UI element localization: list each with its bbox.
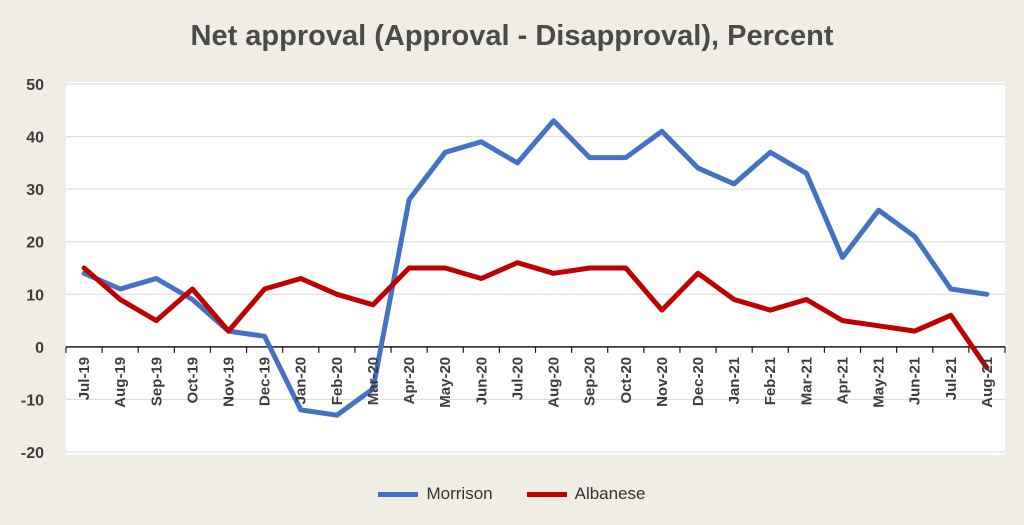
x-tick-label: Jun-20 <box>473 357 490 405</box>
legend-item-albanese: Albanese <box>526 484 646 504</box>
x-tick-label: Mar-20 <box>365 357 382 405</box>
legend-label-morrison: Morrison <box>426 484 493 503</box>
x-tick-label: Dec-20 <box>690 357 707 406</box>
gridlines <box>66 83 1005 453</box>
x-tick-label: Sep-19 <box>148 357 165 406</box>
x-tick-label: Nov-19 <box>221 357 238 407</box>
x-tick-labels: Jul-19 Aug-19 Sep-19 Oct-19 Nov-19 Dec-19 Jan-… <box>76 357 996 408</box>
x-tick-label: Apr-20 <box>401 357 418 405</box>
legend-swatch-albanese <box>526 491 567 497</box>
legend: Morrison Albanese <box>0 484 1024 504</box>
x-tick-label: Dec-19 <box>257 357 274 406</box>
y-tick-label: 10 <box>26 287 44 304</box>
legend-swatch-morrison <box>378 491 419 497</box>
y-tick-label: 20 <box>26 235 44 252</box>
x-tick-label: Jul-19 <box>76 357 93 400</box>
x-tick-label: Mar-21 <box>798 357 815 405</box>
legend-item-morrison: Morrison <box>378 484 493 504</box>
y-tick-labels: 50 40 30 20 10 0 -10 -20 <box>21 77 44 462</box>
x-tick-label: Jun-21 <box>907 357 924 405</box>
x-tick-label: Aug-20 <box>546 357 563 408</box>
x-tick-label: Feb-21 <box>762 357 779 405</box>
x-tick-label: Sep-20 <box>582 357 599 406</box>
x-tick-label: Aug-21 <box>979 357 996 408</box>
x-tick-label: Jan-21 <box>726 357 743 405</box>
x-axis <box>65 346 1006 353</box>
x-tick-label: Jul-21 <box>943 357 960 400</box>
y-tick-label: 50 <box>26 77 44 94</box>
x-tick-label: May-21 <box>871 357 888 408</box>
x-tick-label: Jan-20 <box>293 357 310 405</box>
x-tick-label: May-20 <box>437 357 454 408</box>
y-tick-label: 30 <box>26 182 44 199</box>
series-line-albanese <box>81 260 990 371</box>
x-tick-label: Oct-20 <box>618 357 635 404</box>
x-tick-label: Nov-20 <box>654 357 671 407</box>
chart-title: Net approval (Approval - Disapproval), P… <box>190 20 834 52</box>
y-tick-label: 0 <box>35 340 44 357</box>
y-tick-label: -20 <box>21 445 44 462</box>
x-tick-label: Jul-20 <box>509 357 526 400</box>
x-tick-label: Feb-20 <box>329 357 346 405</box>
x-tick-label: Oct-19 <box>184 357 201 404</box>
legend-label-albanese: Albanese <box>574 484 646 503</box>
y-tick-label: 40 <box>26 130 44 147</box>
series-lines <box>81 118 990 418</box>
series-line-morrison <box>81 118 990 418</box>
y-tick-label: -10 <box>21 392 44 409</box>
x-tick-label: Apr-21 <box>834 357 851 405</box>
x-tick-label: Aug-19 <box>112 357 129 408</box>
